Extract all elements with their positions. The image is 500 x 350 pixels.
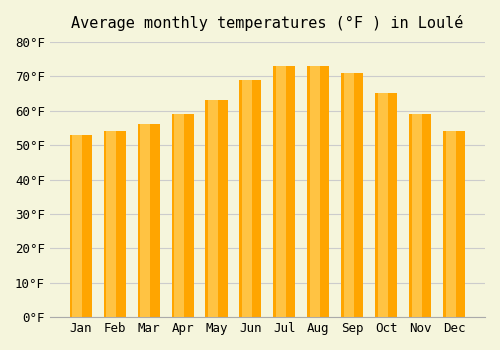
Bar [138, 125, 160, 317]
Bar [378, 93, 388, 317]
Title: Average monthly temperatures (°F ) in Loulé: Average monthly temperatures (°F ) in Lo… [71, 15, 464, 31]
Bar [344, 73, 354, 317]
Bar [342, 73, 363, 317]
Bar [208, 100, 218, 317]
Bar [106, 131, 117, 317]
Bar [72, 135, 83, 317]
Bar [274, 66, 295, 317]
Bar [310, 66, 320, 317]
Bar [70, 135, 92, 317]
Bar [446, 131, 456, 317]
Bar [409, 114, 432, 317]
Bar [308, 66, 330, 317]
Bar [140, 125, 150, 317]
Bar [104, 131, 126, 317]
Bar [172, 114, 194, 317]
Bar [443, 131, 465, 317]
Bar [412, 114, 422, 317]
Bar [174, 114, 184, 317]
Bar [206, 100, 228, 317]
Bar [375, 93, 398, 317]
Bar [242, 80, 252, 317]
Bar [240, 80, 262, 317]
Bar [276, 66, 286, 317]
